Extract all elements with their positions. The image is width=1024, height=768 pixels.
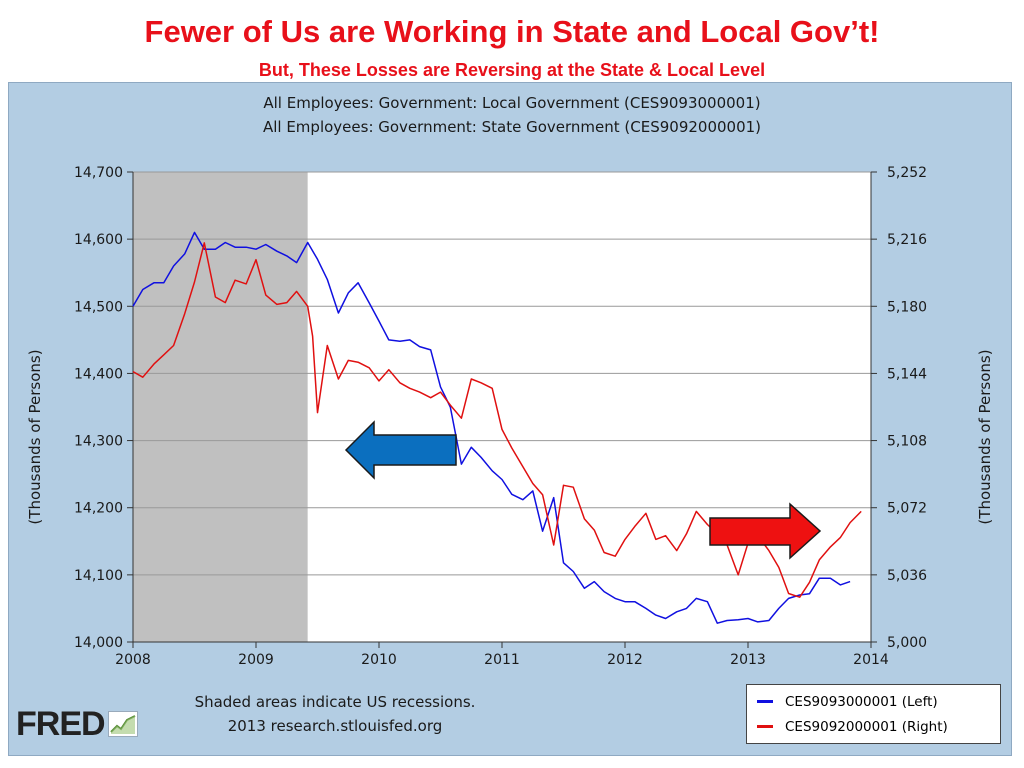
x-tick-label: 2008 [115, 652, 151, 668]
series-line-state [132, 242, 862, 598]
slide-title: Fewer of Us are Working in State and Loc… [144, 14, 880, 49]
y-right-tick-label: 5,072 [887, 501, 927, 517]
fred-logo-text: FRED [16, 704, 106, 743]
x-tick-label: 2013 [730, 652, 766, 668]
left-arrow-annotation [344, 420, 457, 480]
y-left-tick-label: 14,200 [74, 501, 123, 517]
chart-title-line-1: All Employees: Government: Local Governm… [263, 94, 760, 112]
y-left-tick-label: 14,400 [74, 366, 123, 382]
legend-label-state: CES9092000001 (Right) [785, 718, 948, 735]
legend-label-local: CES9093000001 (Left) [785, 693, 938, 710]
legend-item-local: CES9093000001 (Left) [757, 689, 990, 714]
legend-swatch-local [757, 700, 773, 703]
x-tick-label: 2014 [853, 652, 889, 668]
y-axis-left-label: (Thousands of Persons) [26, 349, 44, 524]
legend-swatch-state [757, 725, 773, 728]
y-axis-right-label: (Thousands of Persons) [976, 349, 994, 524]
chart-legend: CES9093000001 (Left) CES9092000001 (Righ… [746, 684, 1001, 744]
y-right-tick-label: 5,036 [887, 568, 927, 584]
source-credit: 2013 research.stlouisfed.org [227, 717, 443, 735]
recession-note: Shaded areas indicate US recessions. [194, 693, 476, 711]
y-right-tick-label: 5,108 [887, 434, 927, 450]
y-left-tick-label: 14,500 [74, 299, 123, 315]
y-right-tick-label: 5,252 [887, 165, 927, 181]
y-left-tick-label: 14,000 [74, 635, 123, 651]
y-right-tick-label: 5,180 [887, 299, 927, 315]
x-tick-label: 2009 [238, 652, 274, 668]
chart-glyph-icon [107, 711, 138, 737]
y-left-tick-label: 14,700 [74, 165, 123, 181]
recession-shade [133, 172, 308, 642]
y-right-tick-label: 5,216 [887, 232, 927, 248]
series-line-local [132, 231, 851, 624]
y-left-tick-label: 14,100 [74, 568, 123, 584]
y-right-tick-label: 5,144 [887, 366, 927, 382]
right-arrow-annotation [709, 502, 822, 560]
recession-note-block: Shaded areas indicate US recessions. 201… [155, 690, 515, 738]
y-right-tick-label: 5,000 [887, 635, 927, 651]
x-tick-label: 2012 [607, 652, 643, 668]
x-tick-label: 2011 [484, 652, 520, 668]
legend-item-state: CES9092000001 (Right) [757, 714, 990, 739]
x-tick-label: 2010 [361, 652, 397, 668]
fred-logo: FRED [16, 704, 138, 743]
slide-subtitle: But, These Losses are Reversing at the S… [258, 60, 766, 80]
y-left-tick-label: 14,600 [74, 232, 123, 248]
y-left-tick-label: 14,300 [74, 434, 123, 450]
chart-title-line-2: All Employees: Government: State Governm… [263, 118, 761, 136]
